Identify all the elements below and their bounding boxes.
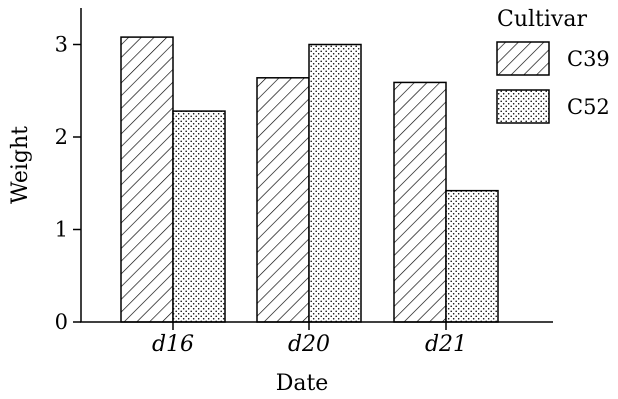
bar-c52-d21 xyxy=(445,189,499,323)
bar-c39-d20 xyxy=(256,77,310,323)
legend-swatch-c39 xyxy=(496,41,550,76)
legend-label-c39: C39 xyxy=(567,47,610,71)
x-axis-title: Date xyxy=(276,371,329,394)
legend-swatch-c52 xyxy=(496,89,550,124)
y-tick-label: 3 xyxy=(55,33,68,57)
bar-c52-d20 xyxy=(308,43,362,323)
y-tick-label: 1 xyxy=(55,218,68,242)
legend: Cultivar C39 C52 xyxy=(496,7,610,124)
legend-label-c52: C52 xyxy=(567,95,610,119)
y-tick-label: 0 xyxy=(55,310,68,334)
x-ticks: d16 d20 d21 xyxy=(152,322,467,357)
bar-c39-d21 xyxy=(393,81,447,323)
bar-c52-d16 xyxy=(172,110,226,323)
bars-group xyxy=(120,36,499,323)
x-tick-label: d20 xyxy=(288,332,330,357)
y-tick-label: 2 xyxy=(55,125,68,149)
x-tick-label: d21 xyxy=(425,332,467,357)
bar-c39-d16 xyxy=(120,36,174,323)
legend-title: Cultivar xyxy=(497,7,587,32)
y-ticks: 0 1 2 3 xyxy=(55,33,81,334)
x-tick-label: d16 xyxy=(152,332,194,357)
y-axis-title: Weight xyxy=(8,126,33,204)
axes xyxy=(80,8,553,323)
